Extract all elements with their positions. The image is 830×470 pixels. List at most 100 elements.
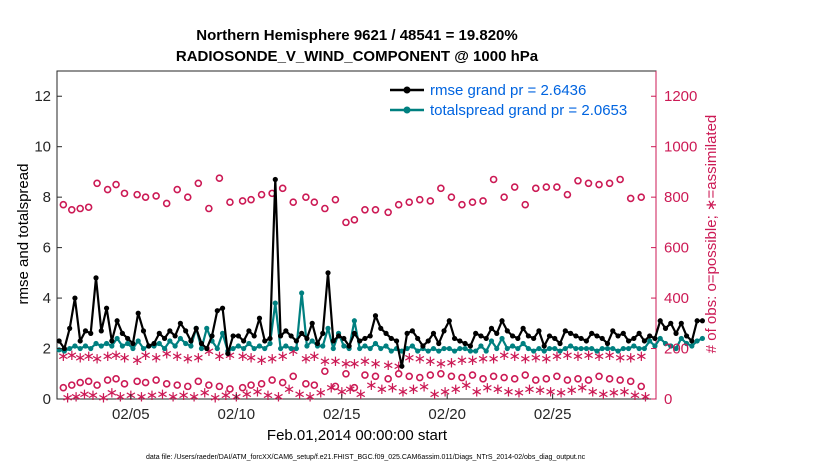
spread-point [520, 340, 526, 347]
obs-assimilated-point: ∗ [78, 385, 91, 403]
y-left-tick-label: 8 [43, 189, 51, 206]
rmse-point [209, 333, 215, 339]
rmse-point [599, 335, 605, 342]
obs-assimilated-point: ∗ [106, 384, 119, 402]
x-tick-label: 02/20 [428, 406, 466, 423]
y-right-tick-label: 1200 [664, 88, 697, 105]
obs-assimilated-point: ∗ [418, 377, 431, 395]
rmse-point [56, 338, 62, 344]
rmse-point [341, 335, 347, 342]
spread-point [615, 348, 621, 354]
obs-assimilated-point: ∗ [369, 355, 382, 373]
obs-assimilated-point: ∗ [300, 350, 313, 368]
rmse-point [88, 330, 94, 336]
obs-assimilated-point: ∗ [544, 382, 557, 400]
rmse-point [246, 328, 252, 334]
rmse-point [462, 340, 468, 347]
rmse-point [546, 333, 553, 339]
rmse-point [467, 343, 473, 349]
obs-possible-point [605, 375, 614, 383]
spread-point [478, 343, 484, 349]
rmse-point [77, 338, 83, 344]
obs-possible-point [426, 197, 435, 205]
obs-assimilated-point: ∗ [435, 355, 448, 373]
obs-assimilated-point: ∗ [304, 387, 317, 405]
obs-possible-point [468, 198, 477, 206]
rmse-point [631, 335, 637, 342]
obs-assimilated-point: ∗ [445, 353, 458, 371]
y-left-tick-label: 10 [34, 139, 51, 156]
obs-possible-point [205, 204, 213, 213]
rmse-point [167, 328, 173, 334]
obs-assimilated-point: ∗ [635, 347, 648, 365]
rmse-point [678, 320, 684, 326]
obs-assimilated-point: ∗ [283, 380, 296, 398]
obs-assimilated-point: ∗ [586, 382, 599, 400]
rmse-point [330, 338, 336, 344]
rmse-point [441, 328, 447, 334]
rmse-point [446, 318, 452, 324]
rmse-point [156, 330, 162, 336]
spread-point [657, 335, 663, 342]
rmse-point [399, 363, 405, 369]
obs-possible-point [67, 205, 76, 214]
rmse-point [557, 340, 563, 347]
x-axis-label: Feb.01,2014 00:00:00 start [267, 427, 448, 444]
rmse-point [198, 340, 205, 347]
rmse-point [67, 325, 73, 331]
obs-assimilated-point: ∗ [241, 385, 254, 403]
obs-assimilated-point: ∗ [523, 380, 536, 398]
obs-possible-point [215, 382, 224, 391]
y-right-tick-label: 400 [664, 290, 689, 307]
obs-assimilated-point: ∗ [293, 385, 306, 403]
rmse-point [531, 335, 537, 342]
rmse-point [335, 333, 342, 339]
obs-possible-point [173, 381, 182, 389]
obs-possible-point [103, 185, 112, 194]
rmse-point [652, 335, 658, 342]
obs-assimilated-point: ∗ [135, 387, 148, 405]
rmse-point [103, 305, 110, 311]
obs-possible-point [563, 190, 572, 199]
rmse-point [351, 330, 357, 336]
obs-possible-point [112, 180, 120, 189]
obs-possible-point [103, 376, 112, 384]
obs-possible-point [238, 197, 247, 205]
obs-assimilated-point: ∗ [329, 352, 342, 370]
rmse-point [135, 310, 141, 316]
obs-assimilated-point: ∗ [192, 348, 205, 366]
spread-point [631, 343, 637, 349]
spread-point [562, 345, 568, 352]
obs-possible-point [342, 218, 350, 227]
obs-possible-point [637, 193, 646, 201]
obs-possible-point [415, 195, 424, 204]
rmse-point [668, 320, 674, 326]
rmse-point [72, 295, 78, 301]
spread-point [451, 348, 458, 354]
obs-assimilated-point: ∗ [555, 384, 568, 402]
obs-assimilated-point: ∗ [219, 386, 232, 404]
rmse-point [346, 343, 352, 349]
rmse-point [620, 330, 626, 336]
obs-possible-point [350, 383, 359, 392]
spread-point [219, 330, 226, 336]
spread-point [409, 343, 415, 349]
spread-point [483, 348, 489, 354]
obs-assimilated-point: ∗ [618, 382, 631, 400]
rmse-point [657, 318, 663, 324]
rmse-point [114, 318, 120, 324]
obs-assimilated-point: ∗ [335, 382, 348, 400]
obs-possible-point [278, 184, 287, 193]
rmse-point [583, 338, 589, 344]
rmse-point [636, 330, 642, 336]
obs-assimilated-point: ∗ [449, 380, 462, 398]
spread-point [167, 338, 173, 344]
obs-assimilated-point: ∗ [251, 382, 264, 400]
spread-point [678, 335, 684, 342]
rmse-point [277, 333, 284, 339]
legend-spread-label: totalspread grand pr = 2.0653 [430, 102, 627, 119]
obs-assimilated-point: ∗ [171, 347, 184, 365]
rmse-point [393, 338, 400, 344]
obs-possible-point [194, 377, 203, 386]
spread-point [156, 340, 162, 347]
